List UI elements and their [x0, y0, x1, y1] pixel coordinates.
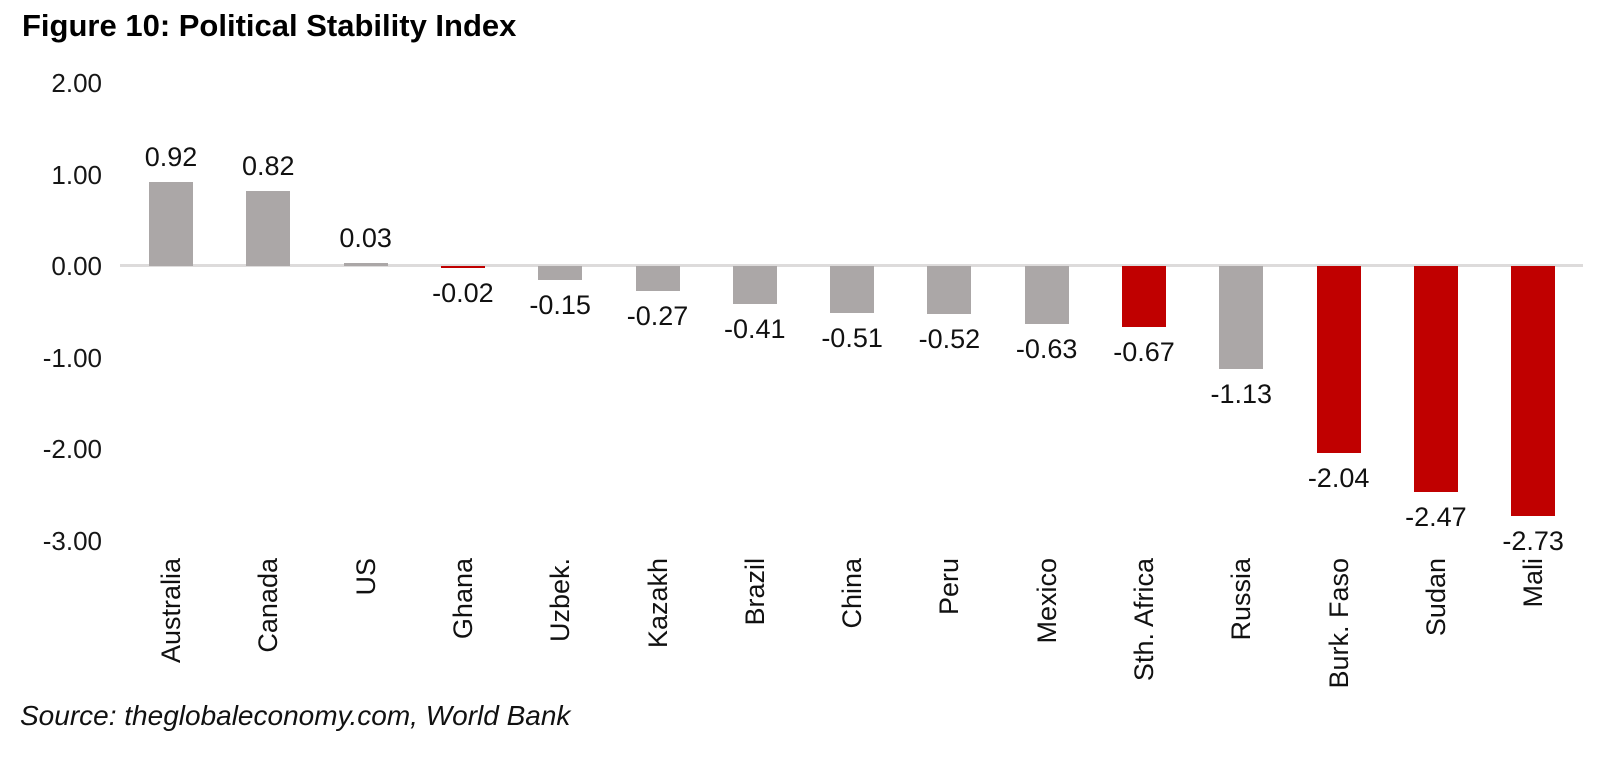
bar-burk-faso — [1316, 266, 1361, 453]
category-label-burk-faso: Burk. Faso — [1323, 558, 1354, 689]
figure-title: Figure 10: Political Stability Index — [22, 8, 517, 43]
y-tick-label: 2.00 — [51, 68, 102, 98]
bar-kazakh — [635, 266, 680, 291]
bar-brazil — [732, 266, 777, 304]
category-label-ghana: Ghana — [447, 558, 478, 640]
y-tick-label: -1.00 — [42, 342, 102, 373]
value-label-mali: -2.73 — [1502, 525, 1564, 556]
category-label-us: US — [350, 558, 381, 596]
value-label-burk-faso: -2.04 — [1307, 462, 1370, 493]
y-tick-label: 1.00 — [51, 159, 102, 190]
y-tick-label: -3.00 — [42, 525, 102, 556]
x-axis-line — [120, 264, 1583, 267]
value-label-china: -0.51 — [821, 322, 883, 353]
category-label-canada: Canada — [253, 558, 284, 653]
value-label-australia: 0.92 — [144, 141, 198, 172]
value-label-us: 0.03 — [339, 223, 392, 254]
bar-us — [343, 263, 388, 266]
bar-uzbek — [538, 266, 583, 280]
value-label-peru: -0.52 — [918, 323, 981, 354]
bar-peru — [927, 266, 972, 314]
category-label-china: China — [837, 558, 868, 629]
value-label-ghana: -0.02 — [432, 278, 494, 308]
category-label-russia: Russia — [1226, 558, 1257, 641]
category-label-brazil: Brazil — [739, 558, 770, 626]
value-label-sudan: -2.47 — [1405, 502, 1467, 532]
value-label-uzbek: -0.15 — [529, 289, 591, 320]
category-label-sudan: Sudan — [1420, 558, 1451, 637]
value-label-mexico: -0.63 — [1015, 333, 1078, 364]
bar-ghana — [440, 266, 485, 268]
bar-china — [830, 266, 875, 313]
bar-mali — [1511, 266, 1556, 516]
category-label-australia: Australia — [156, 558, 186, 664]
bar-russia — [1219, 266, 1264, 370]
source-note: Source: theglobaleconomy.com, World Bank — [20, 700, 571, 731]
category-label-peru: Peru — [934, 558, 965, 616]
y-tick-label: 0.00 — [51, 251, 102, 281]
bar-sth-africa — [1122, 266, 1166, 328]
bar-sudan — [1413, 266, 1458, 492]
value-label-russia: -1.13 — [1210, 379, 1273, 410]
value-label-canada: 0.82 — [242, 150, 295, 181]
bar-australia — [149, 181, 193, 266]
category-label-sth-africa: Sth. Africa — [1129, 558, 1159, 682]
value-label-sth-africa: -0.67 — [1113, 337, 1175, 368]
category-label-mali: Mali — [1518, 558, 1549, 608]
bar-mexico — [1024, 266, 1069, 324]
category-label-mexico: Mexico — [1031, 558, 1062, 644]
category-label-uzbek: Uzbek. — [545, 558, 576, 643]
value-label-brazil: -0.41 — [724, 313, 786, 344]
category-label-kazakh: Kazakh — [642, 558, 673, 649]
y-tick-label: -2.00 — [42, 434, 102, 464]
value-label-kazakh: -0.27 — [626, 300, 689, 331]
bar-canada — [246, 190, 291, 266]
